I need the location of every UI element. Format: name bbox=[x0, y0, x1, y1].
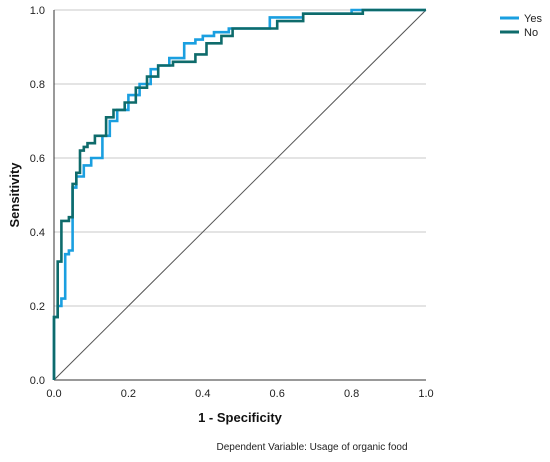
y-tick-label: 0.2 bbox=[30, 301, 45, 313]
legend: Yes No bbox=[500, 13, 542, 39]
x-tick-labels: 0.0 0.2 0.4 0.6 0.8 1.0 bbox=[46, 388, 433, 400]
series-line-yes bbox=[52, 8, 426, 380]
legend-label-no: No bbox=[524, 27, 538, 39]
y-axis-title: Sensitivity bbox=[7, 162, 22, 228]
x-tick-label: 0.0 bbox=[46, 388, 61, 400]
x-tick-label: 0.4 bbox=[195, 388, 210, 400]
y-tick-labels: 0.0 0.2 0.4 0.6 0.8 1.0 bbox=[30, 5, 45, 387]
reference-diagonal bbox=[53, 9, 427, 381]
y-tick-label: 0.8 bbox=[30, 79, 45, 91]
footnote-dependent-variable: Dependent Variable: Usage of organic foo… bbox=[216, 442, 407, 453]
y-tick-label: 0.6 bbox=[30, 153, 45, 165]
legend-label-yes: Yes bbox=[524, 13, 542, 25]
x-tick-label: 0.2 bbox=[121, 388, 136, 400]
series-lines bbox=[52, 8, 426, 380]
y-tick-label: 0.4 bbox=[30, 227, 45, 239]
reference-line bbox=[53, 9, 427, 381]
x-tick-label: 1.0 bbox=[418, 388, 433, 400]
x-tick-label: 0.8 bbox=[344, 388, 359, 400]
y-tick-label: 1.0 bbox=[30, 5, 45, 17]
x-tick-label: 0.6 bbox=[270, 388, 285, 400]
y-tick-label: 0.0 bbox=[30, 375, 45, 387]
x-axis-title: 1 - Specificity bbox=[198, 410, 283, 425]
gridlines bbox=[54, 9, 426, 307]
series-line-no bbox=[52, 8, 426, 380]
